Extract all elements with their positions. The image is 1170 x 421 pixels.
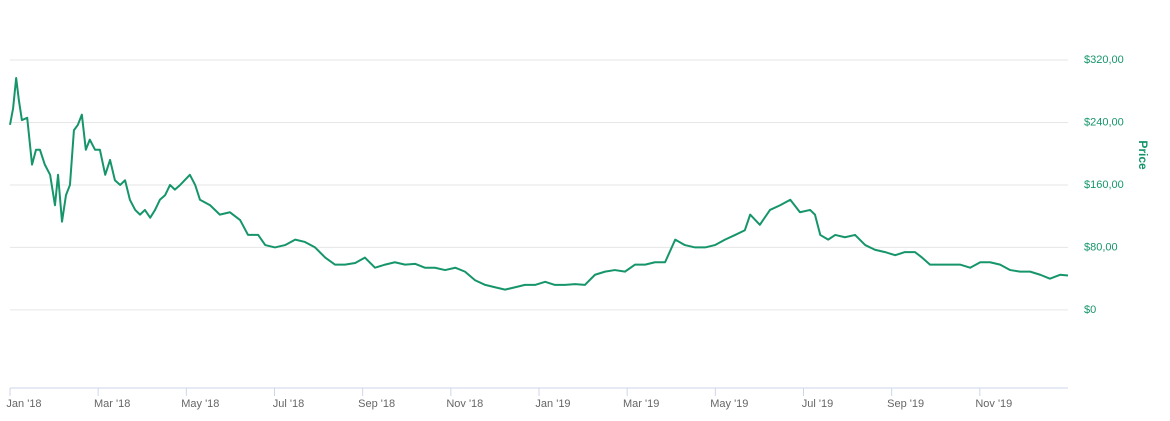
x-tick-label: Nov '19: [975, 398, 1012, 410]
y-axis-title: Price: [1136, 140, 1150, 170]
x-tick-label: Jul '18: [273, 398, 304, 410]
x-tick-label: Mar '18: [94, 398, 130, 410]
x-tick-label: Sep '18: [358, 398, 395, 410]
y-tick-label: $320,00: [1084, 54, 1124, 66]
y-tick-label: $80,00: [1084, 241, 1118, 253]
x-tick-label: Jan '18: [6, 398, 41, 410]
price-line: [9, 76, 1069, 291]
x-tick-label: May '19: [710, 398, 748, 410]
x-tick-label: May '18: [181, 398, 219, 410]
y-tick-label: $240,00: [1084, 116, 1124, 128]
y-tick-label: $0: [1084, 304, 1096, 316]
x-tick-label: Sep '19: [887, 398, 924, 410]
y-tick-label: $160,00: [1084, 179, 1124, 191]
x-tick-label: Jul '19: [802, 398, 833, 410]
x-tick-label: Jan '19: [535, 398, 570, 410]
x-tick-label: Mar '19: [623, 398, 659, 410]
x-tick-label: Nov '18: [446, 398, 483, 410]
